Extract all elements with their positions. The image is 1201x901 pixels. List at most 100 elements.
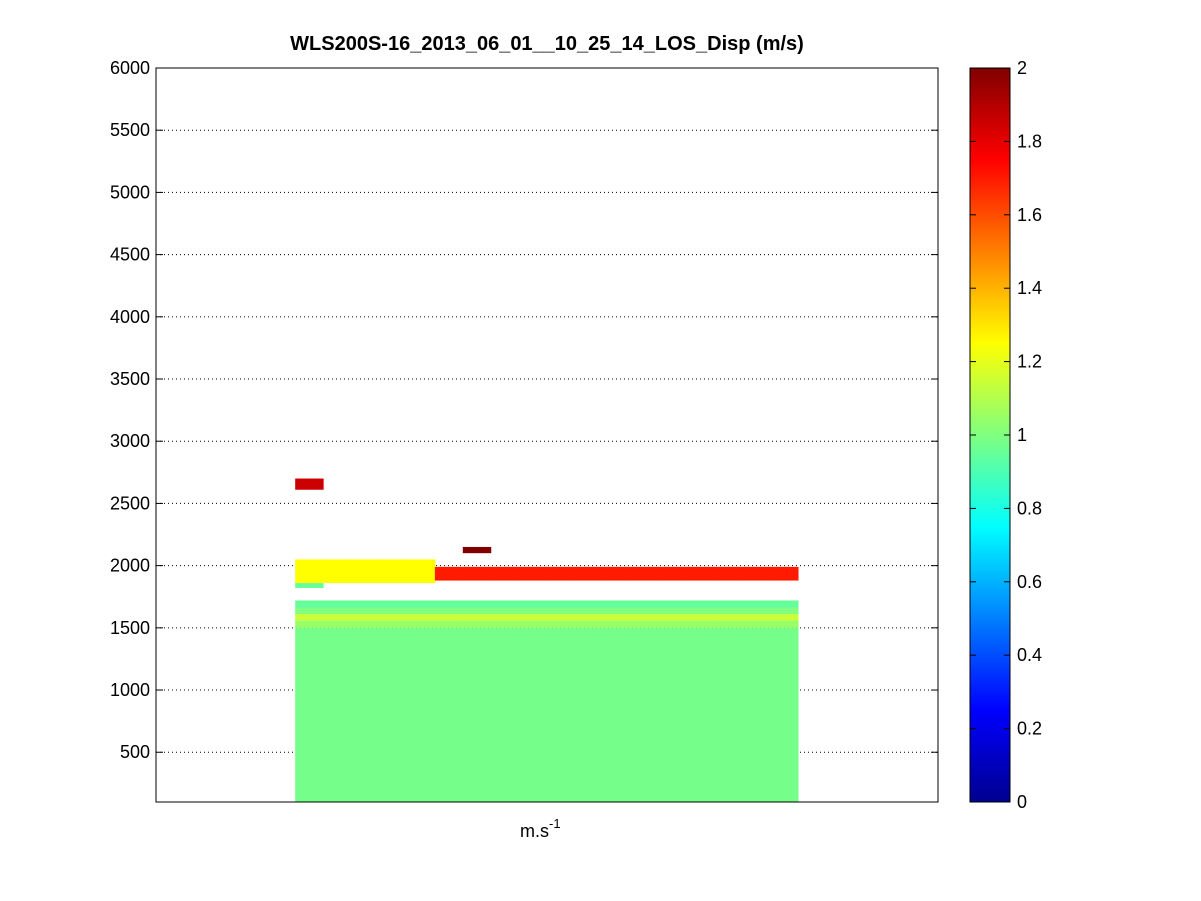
heatmap-cell bbox=[462, 614, 492, 621]
heatmap-cell bbox=[742, 627, 771, 802]
heatmap-cell bbox=[602, 620, 631, 628]
heatmap-cell bbox=[406, 627, 436, 802]
heatmap-cell bbox=[630, 600, 659, 608]
y-tick-label: 6000 bbox=[110, 58, 150, 78]
y-tick-label: 3000 bbox=[110, 431, 150, 451]
heatmap-cell bbox=[658, 600, 687, 608]
heatmap-cell bbox=[518, 620, 548, 628]
heatmap-cell bbox=[686, 627, 715, 802]
heatmap-cell bbox=[546, 566, 576, 581]
heatmap-cell bbox=[714, 620, 743, 628]
heatmap-cell bbox=[295, 620, 324, 628]
heatmap-cell bbox=[686, 620, 715, 628]
heatmap-cell bbox=[323, 614, 352, 621]
heatmap-cell bbox=[295, 600, 324, 608]
heatmap-cell bbox=[770, 620, 799, 628]
heatmap-cell bbox=[658, 614, 687, 621]
y-tick-label: 1000 bbox=[110, 680, 150, 700]
heatmap-cell bbox=[630, 627, 659, 802]
heatmap-cell bbox=[490, 614, 520, 621]
heatmap-cell bbox=[379, 600, 408, 608]
heatmap-cell bbox=[351, 614, 380, 621]
x-axis-label-exponent: -1 bbox=[549, 816, 561, 831]
heatmap-cell bbox=[406, 620, 436, 628]
heatmap-cell bbox=[434, 566, 464, 581]
y-tick-label: 1500 bbox=[110, 618, 150, 638]
heatmap-cell bbox=[351, 600, 380, 608]
heatmap-cell bbox=[295, 627, 324, 802]
heatmap-cell bbox=[518, 566, 548, 581]
heatmap-cell bbox=[630, 614, 659, 621]
heatmap-cell bbox=[574, 607, 603, 615]
heatmap-cell bbox=[770, 566, 799, 581]
x-axis-label-base: m.s bbox=[520, 821, 549, 841]
heatmap-cell bbox=[574, 627, 603, 802]
y-tick-label: 2000 bbox=[110, 556, 150, 576]
heatmap-cell bbox=[546, 607, 576, 615]
heatmap-cell bbox=[686, 614, 715, 621]
heatmap-cell bbox=[658, 566, 687, 581]
heatmap-cell bbox=[574, 620, 603, 628]
heatmap-cell bbox=[434, 614, 464, 621]
heatmap-cell bbox=[462, 600, 492, 608]
heatmap-cell bbox=[379, 627, 408, 802]
colorbar-tick-label: 0.6 bbox=[1017, 572, 1042, 592]
heatmap-cell bbox=[295, 559, 324, 584]
heatmap-cells bbox=[295, 478, 799, 802]
colorbar-tick-label: 0.2 bbox=[1017, 719, 1042, 739]
y-tick-label: 2500 bbox=[110, 493, 150, 513]
heatmap-cell bbox=[658, 607, 687, 615]
heatmap-cell bbox=[602, 607, 631, 615]
heatmap-cell bbox=[574, 600, 603, 608]
heatmap-cell bbox=[714, 607, 743, 615]
heatmap-cell bbox=[714, 614, 743, 621]
heatmap-cell bbox=[490, 600, 520, 608]
heatmap-cell bbox=[434, 620, 464, 628]
heatmap-cell bbox=[602, 627, 631, 802]
heatmap-cell bbox=[546, 627, 576, 802]
heatmap-cell bbox=[462, 607, 492, 615]
heatmap-cell bbox=[462, 627, 492, 802]
heatmap-cell bbox=[434, 607, 464, 615]
heatmap-cell bbox=[379, 614, 408, 621]
colorbar-tick-label: 1.8 bbox=[1017, 131, 1042, 151]
colorbar-ticks: 0 0.2 0.4 0.6 0.8 1 1.2 1.4 1.6 1.8 2 bbox=[970, 58, 1042, 812]
heatmap-cell bbox=[770, 614, 799, 621]
heatmap-cell bbox=[742, 620, 771, 628]
y-tick-label: 3500 bbox=[110, 369, 150, 389]
heatmap-cell bbox=[518, 600, 548, 608]
colorbar-tick-label: 1.2 bbox=[1017, 352, 1042, 372]
heatmap-cell bbox=[686, 566, 715, 581]
heatmap-cell bbox=[518, 614, 548, 621]
heatmap-cell bbox=[658, 620, 687, 628]
colorbar-tick-label: 1 bbox=[1017, 425, 1027, 445]
heatmap-cell bbox=[574, 614, 603, 621]
heatmap-cell bbox=[351, 607, 380, 615]
heatmap-cell bbox=[574, 566, 603, 581]
heatmap-cell bbox=[742, 566, 771, 581]
heatmap-cell bbox=[658, 627, 687, 802]
heatmap-cell bbox=[295, 614, 324, 621]
colorbar-tick-label: 1.4 bbox=[1017, 278, 1042, 298]
heatmap-cell bbox=[462, 620, 492, 628]
y-tick-label: 5500 bbox=[110, 120, 150, 140]
heatmap-cell bbox=[770, 607, 799, 615]
heatmap-cell bbox=[490, 566, 520, 581]
heatmap-cell bbox=[714, 566, 743, 581]
colorbar-tick-label: 0.4 bbox=[1017, 645, 1042, 665]
heatmap-cell bbox=[323, 559, 352, 584]
y-tick-label: 500 bbox=[120, 742, 150, 762]
heatmap-cell bbox=[602, 614, 631, 621]
heatmap-cell bbox=[602, 600, 631, 608]
heatmap-cell bbox=[490, 607, 520, 615]
heatmap-cell bbox=[546, 614, 576, 621]
heatmap-cell bbox=[630, 566, 659, 581]
heatmap-cell bbox=[742, 600, 771, 608]
heatmap-cell bbox=[630, 607, 659, 615]
heatmap-cell bbox=[323, 607, 352, 615]
heatmap-cell bbox=[351, 559, 380, 584]
heatmap-cell bbox=[406, 614, 436, 621]
y-tick-label: 5000 bbox=[110, 182, 150, 202]
heatmap-cell bbox=[406, 559, 436, 584]
